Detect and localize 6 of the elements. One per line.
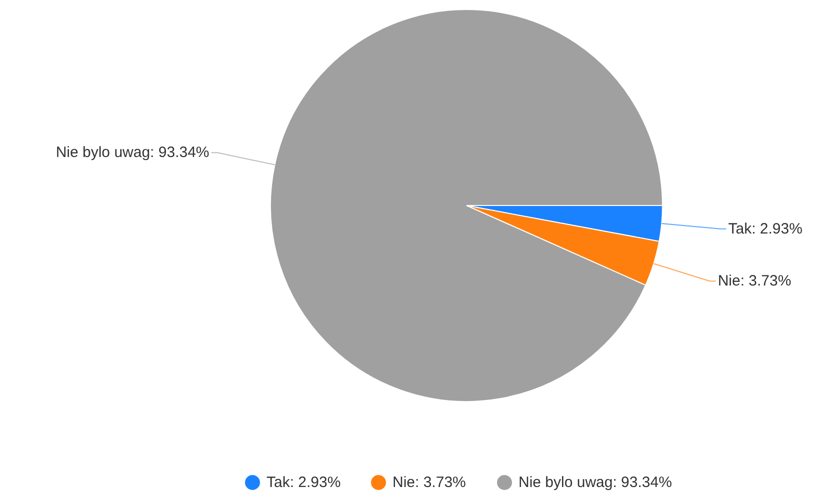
slice-label: Nie: 3.73%: [718, 272, 792, 290]
slice-label: Nie bylo uwag: 93.34%: [56, 144, 210, 162]
slice-label: Tak: 2.93%: [728, 220, 802, 238]
legend-label: Nie bylo uwag: 93.34%: [518, 474, 672, 491]
legend-label: Nie: 3.73%: [392, 474, 466, 491]
legend-label: Tak: 2.93%: [266, 474, 341, 491]
